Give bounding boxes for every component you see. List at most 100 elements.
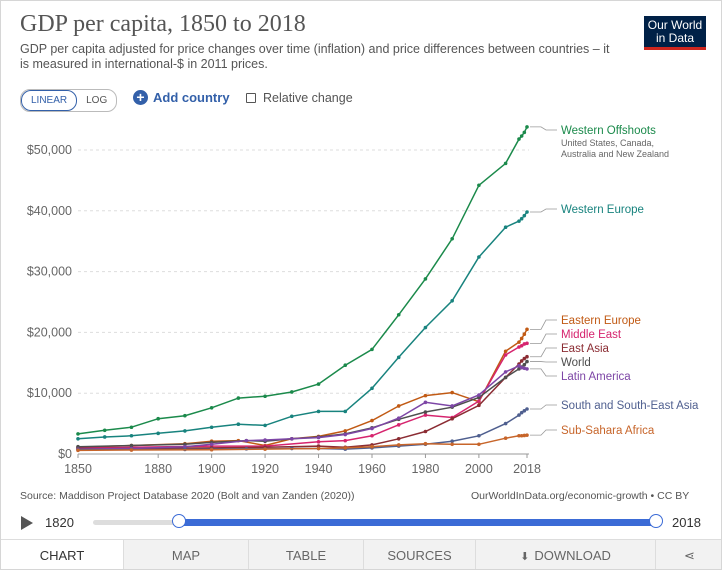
data-point xyxy=(503,161,508,166)
data-point xyxy=(129,448,134,452)
add-country-button[interactable]: + Add country xyxy=(133,90,230,105)
data-point xyxy=(525,433,529,437)
data-point xyxy=(519,359,524,363)
series-line xyxy=(78,356,528,450)
data-point xyxy=(450,439,454,444)
data-point xyxy=(517,219,521,223)
data-point xyxy=(525,341,529,346)
timeline-end-handle[interactable] xyxy=(649,514,663,528)
data-point xyxy=(76,448,80,453)
data-point xyxy=(522,433,527,438)
data-point xyxy=(477,393,481,397)
owid-logo[interactable]: Our World in Data xyxy=(644,16,706,50)
data-point xyxy=(503,421,508,426)
data-point xyxy=(423,441,428,446)
data-point xyxy=(343,429,348,433)
timeline-start-handle[interactable] xyxy=(172,514,187,528)
data-point xyxy=(316,409,321,414)
y-tick-label: $0 xyxy=(58,447,72,461)
data-point xyxy=(450,390,454,395)
data-point xyxy=(477,403,481,408)
data-point xyxy=(450,404,454,408)
legend-connector xyxy=(530,368,557,377)
data-point xyxy=(522,356,527,361)
tab-map[interactable]: MAP xyxy=(123,540,248,569)
data-point xyxy=(423,325,428,330)
data-point xyxy=(396,416,401,420)
data-point xyxy=(519,336,524,341)
x-tick-label: 1920 xyxy=(251,462,279,476)
legend-connector xyxy=(530,347,557,358)
legend-label: Western Offshoots xyxy=(561,125,656,137)
data-point xyxy=(423,400,428,405)
share-button[interactable]: ⋖ xyxy=(655,540,721,569)
relative-change-checkbox[interactable] xyxy=(246,93,256,103)
data-point xyxy=(263,438,267,442)
owid-link[interactable]: OurWorldInData.org/economic-growth • CC … xyxy=(471,490,690,502)
series-line xyxy=(77,126,528,435)
data-point xyxy=(236,422,241,427)
data-point xyxy=(423,277,428,281)
legend-connector xyxy=(530,333,557,344)
data-point xyxy=(503,225,508,230)
legend-label: South and South-East Asia xyxy=(561,400,699,412)
data-point xyxy=(156,416,160,421)
data-point xyxy=(343,438,348,443)
relative-change-toggle[interactable]: Relative change xyxy=(246,91,353,105)
data-point xyxy=(263,394,267,399)
data-point xyxy=(450,298,454,303)
y-tick-label: $20,000 xyxy=(27,325,72,339)
legend-connector xyxy=(530,319,557,330)
data-point xyxy=(517,364,521,368)
data-point xyxy=(477,399,481,403)
data-point xyxy=(525,210,529,214)
legend-label: Eastern Europe xyxy=(561,315,641,327)
data-point xyxy=(519,216,524,221)
tab-chart[interactable]: CHART xyxy=(1,540,123,569)
data-point xyxy=(522,409,527,413)
tab-download[interactable]: ⬇ DOWNLOAD xyxy=(475,540,655,569)
legend-connector xyxy=(530,208,557,213)
data-point xyxy=(517,137,521,141)
data-point xyxy=(503,370,508,374)
logo-line-2: in Data xyxy=(655,31,695,45)
legend-label: Western Europe xyxy=(561,204,644,216)
legend-label: World xyxy=(561,357,591,369)
data-point xyxy=(102,428,107,433)
data-point xyxy=(129,425,134,430)
data-point xyxy=(525,407,529,411)
data-point xyxy=(209,442,214,447)
data-point xyxy=(423,410,428,414)
timeline-selected-range[interactable] xyxy=(179,519,656,526)
tab-sources[interactable]: SOURCES xyxy=(363,540,475,569)
y-tick-label: $50,000 xyxy=(27,143,72,157)
data-point xyxy=(503,349,508,354)
data-point xyxy=(503,353,508,357)
legend-label: Sub-Sahara Africa xyxy=(561,425,655,437)
data-point xyxy=(517,413,521,417)
play-icon[interactable] xyxy=(21,516,33,530)
x-tick-label: 1850 xyxy=(64,462,92,476)
scale-toggle[interactable]: LINEAR LOG xyxy=(20,89,118,112)
data-point xyxy=(477,433,481,438)
data-point xyxy=(477,183,481,188)
data-point xyxy=(396,423,401,427)
linear-scale-button[interactable]: LINEAR xyxy=(21,90,78,111)
legend-connector xyxy=(530,404,557,410)
data-point xyxy=(316,440,321,444)
data-point xyxy=(183,429,187,433)
data-point xyxy=(450,236,454,241)
series-line xyxy=(77,364,528,450)
data-point xyxy=(343,446,348,450)
legend-connector xyxy=(530,429,557,436)
x-tick-label: 1900 xyxy=(198,462,226,476)
data-point xyxy=(503,436,508,440)
log-scale-button[interactable]: LOG xyxy=(86,95,108,106)
legend-connector xyxy=(530,126,557,131)
tab-table[interactable]: TABLE xyxy=(248,540,363,569)
data-point xyxy=(343,432,348,437)
source-note[interactable]: Source: Maddison Project Database 2020 (… xyxy=(20,490,355,502)
data-point xyxy=(236,396,241,400)
data-point xyxy=(423,393,428,398)
x-tick-label: 1960 xyxy=(358,462,386,476)
